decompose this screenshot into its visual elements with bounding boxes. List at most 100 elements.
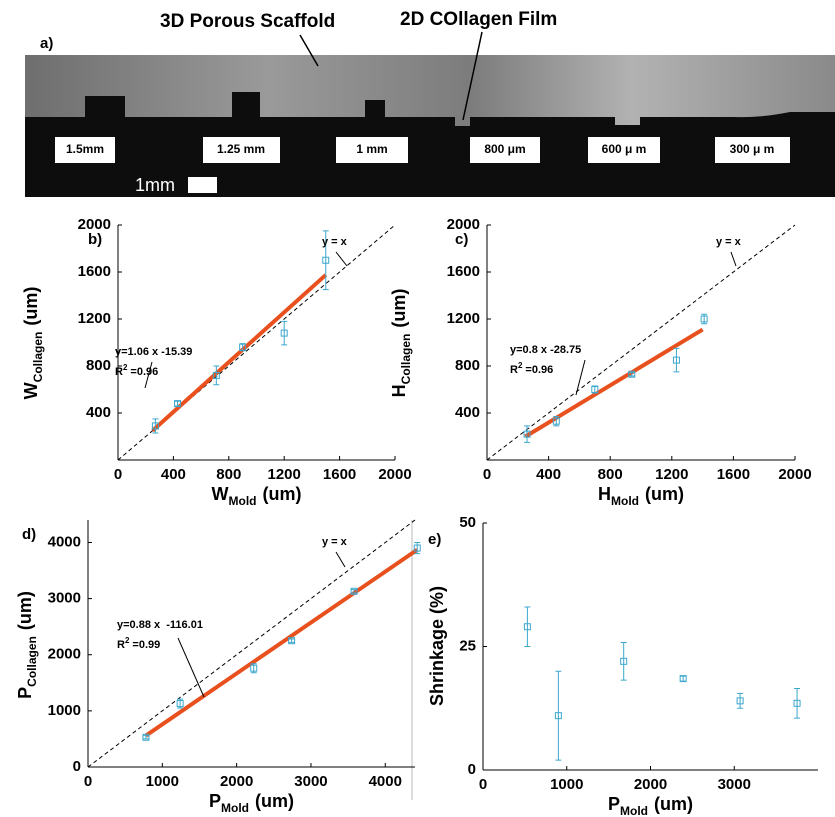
annotation-arrow — [177, 637, 205, 698]
r-squared-text: =0.96 — [130, 366, 158, 378]
label-text: P — [15, 687, 35, 699]
error-bar — [524, 425, 531, 443]
r-squared-text: R — [115, 366, 123, 378]
r-squared-text: =0.99 — [132, 639, 160, 651]
panel-label: d) — [22, 526, 36, 543]
label-text: H — [389, 384, 409, 397]
data-point — [700, 315, 708, 323]
y-tick-label: 4000 — [48, 533, 81, 550]
reference-label: y = x — [716, 236, 742, 248]
x-axis-label: HMold (um) — [598, 484, 684, 508]
error-bar — [288, 638, 295, 643]
panel-label: e) — [428, 531, 441, 548]
error-bar — [414, 541, 421, 555]
y-tick-label: 800 — [455, 357, 480, 374]
label-subscript: Collagen — [31, 332, 45, 383]
y-tick-label: 1600 — [78, 263, 111, 280]
x-tick-label: 400 — [161, 466, 186, 483]
fit-equation: y=1.06 x -15.39 — [115, 346, 192, 358]
fit-line — [144, 548, 419, 738]
error-bar — [591, 385, 598, 394]
sample-label: 800 μm — [484, 142, 525, 156]
annotation: 3D Porous Scaffold — [160, 11, 335, 32]
annotation-arrow — [730, 251, 737, 267]
sample-box — [470, 137, 540, 163]
error-bar — [142, 735, 149, 740]
error-bar — [620, 642, 627, 681]
fit-equation: y=0.8 x -28.75 — [510, 344, 581, 356]
x-tick-label: 1600 — [323, 466, 356, 483]
data-point — [288, 637, 296, 645]
error-bar — [737, 692, 744, 709]
label-subscript: Mold — [221, 801, 249, 815]
r-squared-text: R — [510, 364, 518, 376]
label-text: W — [21, 382, 41, 399]
y-tick-label: 1200 — [78, 310, 111, 327]
sample-label: 600 μ m — [602, 142, 647, 156]
x-tick-label: 0 — [84, 773, 92, 790]
annotation-arrow — [335, 551, 346, 568]
x-axis-label: WMold (um) — [212, 484, 302, 508]
sample-label: 1.5mm — [66, 142, 104, 156]
y-tick-label: 2000 — [48, 646, 81, 663]
data-point — [212, 371, 220, 379]
data-point — [250, 664, 258, 672]
label-subscript: Mold — [229, 494, 257, 508]
data-point — [620, 657, 628, 665]
x-tick-label: 1000 — [550, 776, 583, 793]
sample-label: 300 μ m — [730, 142, 775, 156]
y-tick-label: 1000 — [48, 702, 81, 719]
y-tick-label: 1600 — [447, 263, 480, 280]
x-tick-label: 0 — [479, 776, 487, 793]
data-point — [322, 256, 330, 264]
label-subscript: Collagen — [399, 334, 413, 385]
error-bar — [524, 606, 531, 647]
label-text: (um) — [263, 484, 302, 504]
x-tick-label: 1200 — [655, 466, 688, 483]
data-point — [523, 430, 531, 438]
data-point — [151, 422, 159, 430]
y-tick-label: 400 — [86, 404, 111, 421]
r-squared: R2 =0.96 — [510, 361, 553, 376]
data-point — [591, 386, 599, 393]
x-tick-label: 1200 — [268, 466, 301, 483]
data-point — [239, 343, 247, 351]
scale-bar — [188, 177, 217, 193]
y-tick-label: 800 — [86, 357, 111, 374]
scaffold-region — [25, 55, 835, 126]
error-bar — [213, 365, 220, 386]
y-tick-label: 0 — [73, 758, 81, 775]
label-text: (um) — [21, 287, 41, 326]
error-bar — [174, 400, 181, 407]
data-point — [679, 675, 687, 683]
label-subscript: Mold — [611, 494, 639, 508]
reference-label: y = x — [322, 536, 348, 548]
y-tick-label: 2000 — [78, 216, 111, 233]
y-axis-label: PCollagen (um) — [15, 591, 39, 699]
data-point — [174, 400, 182, 408]
panel-label: b) — [88, 231, 102, 248]
r-squared: R2 =0.96 — [115, 363, 158, 378]
y-tick-label: 3000 — [48, 590, 81, 607]
label-subscript: Collagen — [25, 636, 39, 687]
fit-equation: y=0.88 x -116.01 — [117, 619, 203, 631]
error-bar — [555, 670, 562, 761]
x-tick-label: 2000 — [378, 466, 411, 483]
x-axis-label: PMold (um) — [608, 794, 693, 817]
x-tick-label: 0 — [483, 466, 491, 483]
error-bar — [322, 230, 329, 291]
panel-label: c) — [455, 231, 468, 248]
x-tick-label: 3000 — [718, 776, 751, 793]
label-text: P — [209, 791, 221, 811]
y-axis-label: WCollagen (um) — [21, 287, 45, 400]
x-tick-label: 400 — [536, 466, 561, 483]
error-bar — [673, 347, 680, 373]
x-axis-label: PMold (um) — [209, 791, 294, 815]
r-squared-text: =0.96 — [525, 364, 553, 376]
annotation-arrow — [144, 361, 153, 389]
y-tick-label: 50 — [459, 514, 476, 531]
reference-label: y = x — [322, 236, 348, 248]
reference-line — [117, 224, 396, 461]
annotation: 2D COllagen Film — [400, 9, 557, 30]
